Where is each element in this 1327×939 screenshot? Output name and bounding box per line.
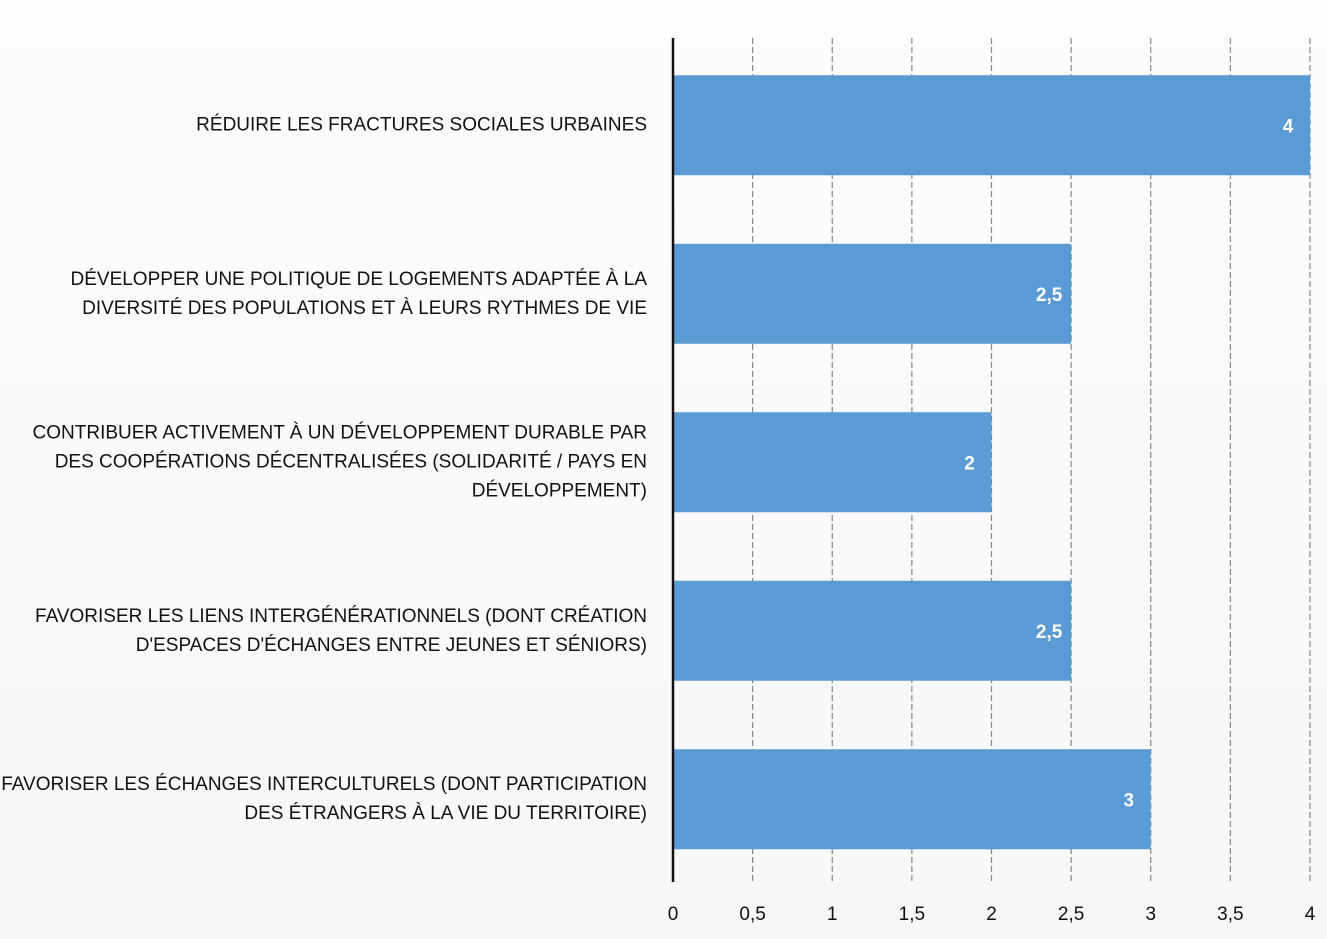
bar — [673, 412, 992, 513]
data-label: 2 — [964, 453, 975, 474]
category-label: FAVORISER LES ÉCHANGES INTERCULTURELS (D… — [1, 774, 647, 825]
category-label: DÉVELOPPER UNE POLITIQUE DE LOGEMENTS AD… — [70, 268, 648, 319]
x-tick-label: 1 — [827, 904, 838, 925]
x-tick-label: 3,5 — [1217, 904, 1243, 925]
bar — [673, 75, 1310, 176]
bar — [673, 749, 1151, 850]
bar — [673, 580, 1072, 681]
x-tick-label: 4 — [1305, 904, 1316, 925]
data-label: 2,5 — [1036, 285, 1063, 306]
bar — [673, 243, 1072, 344]
data-label: 3 — [1123, 790, 1134, 811]
x-tick-label: 3 — [1145, 904, 1156, 925]
x-tick-label: 2 — [986, 904, 997, 925]
category-label: FAVORISER LES LIENS INTERGÉNÉRATIONNELS … — [35, 605, 647, 656]
x-tick-label: 0,5 — [739, 904, 765, 925]
category-label: RÉDUIRE LES FRACTURES SOCIALES URBAINES — [196, 114, 647, 136]
x-tick-label: 1,5 — [899, 904, 925, 925]
data-label: 2,5 — [1036, 622, 1063, 643]
category-label: CONTRIBUER ACTIVEMENT À UN DÉVELOPPEMENT… — [32, 422, 647, 502]
x-tick-label: 0 — [668, 904, 679, 925]
x-tick-label: 2,5 — [1058, 904, 1084, 925]
data-label: 4 — [1283, 116, 1294, 137]
